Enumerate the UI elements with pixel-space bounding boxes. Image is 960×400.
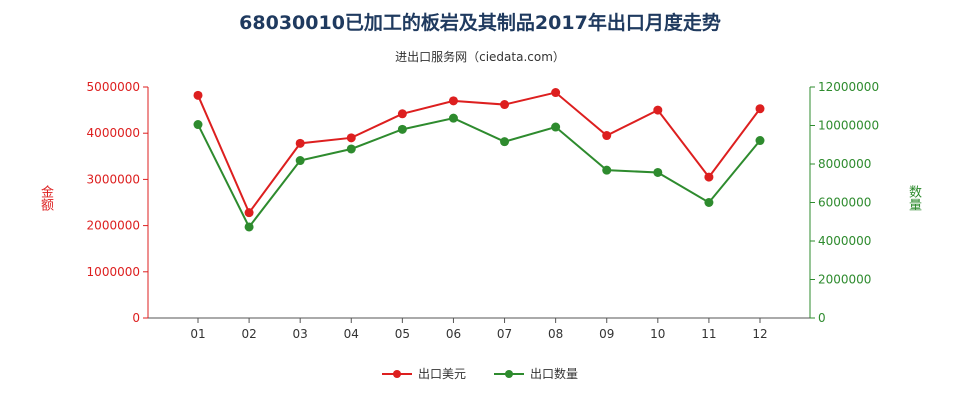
y-right-tick-label: 2000000 xyxy=(818,273,871,287)
y-left-tick-label: 2000000 xyxy=(87,219,140,233)
y-left-tick-label: 0 xyxy=(132,311,140,325)
data-point-export-quantity xyxy=(346,144,356,154)
data-point-export-quantity xyxy=(397,124,407,134)
x-tick-label: 04 xyxy=(344,327,359,341)
x-tick-label: 09 xyxy=(599,327,614,341)
data-point-export-usd xyxy=(448,96,458,106)
data-point-export-usd xyxy=(295,138,305,148)
legend-marker-red xyxy=(381,369,412,378)
legend-item-export-quantity[interactable]: 出口数量 xyxy=(494,365,578,382)
data-point-export-usd xyxy=(551,88,561,98)
data-point-export-quantity xyxy=(500,137,510,147)
y-left-tick-label: 1000000 xyxy=(87,265,140,279)
data-point-export-quantity xyxy=(193,120,203,130)
y-axis-left-label: 金额 xyxy=(38,185,53,211)
data-point-export-usd xyxy=(755,104,765,114)
legend-label-export-quantity: 出口数量 xyxy=(530,367,579,381)
data-point-export-usd xyxy=(346,133,356,143)
chart-subtitle: 进出口服务网（ciedata.com） xyxy=(395,50,565,64)
x-tick-label: 10 xyxy=(650,327,665,341)
y-right-tick-label: 12000000 xyxy=(818,80,879,94)
data-point-export-quantity xyxy=(295,156,305,166)
y-right-tick-label: 0 xyxy=(818,311,826,325)
x-tick-label: 08 xyxy=(548,327,563,341)
y-axis-right-label: 数量 xyxy=(906,185,921,211)
series-line-export-usd xyxy=(197,91,761,215)
data-point-export-usd xyxy=(602,131,612,141)
legend-marker-green xyxy=(494,369,524,378)
x-tick-label: 11 xyxy=(701,327,716,341)
data-point-export-quantity xyxy=(448,113,458,123)
y-right-tick-label: 8000000 xyxy=(818,157,871,171)
data-point-export-usd xyxy=(500,100,510,110)
data-point-export-quantity xyxy=(244,222,254,232)
x-tick-label: 02 xyxy=(241,327,256,341)
data-point-export-usd xyxy=(653,105,663,115)
data-point-export-usd xyxy=(704,172,714,182)
data-point-export-usd xyxy=(244,208,254,218)
x-tick-label: 05 xyxy=(395,327,410,341)
data-point-export-usd xyxy=(193,90,203,100)
y-left-tick-label: 3000000 xyxy=(87,172,140,186)
x-tick-label: 03 xyxy=(293,327,308,341)
y-left-tick-label: 4000000 xyxy=(87,126,140,140)
y-right-tick-label: 4000000 xyxy=(818,234,871,248)
chart-title: 68030010已加工的板岩及其制品2017年出口月度走势 xyxy=(239,12,721,34)
data-point-export-usd xyxy=(397,109,407,119)
data-point-export-quantity xyxy=(551,122,561,132)
y-left-tick-label: 5000000 xyxy=(87,80,140,94)
series-line-export-quantity xyxy=(197,117,761,229)
data-point-export-quantity xyxy=(704,198,714,207)
legend-item-export-usd[interactable]: 出口美元 xyxy=(381,365,466,382)
x-tick-label: 01 xyxy=(190,327,205,341)
legend-label-export-usd: 出口美元 xyxy=(417,367,466,381)
x-tick-label: 07 xyxy=(497,327,512,341)
x-tick-label: 06 xyxy=(446,327,461,341)
x-tick-label: 12 xyxy=(752,327,767,341)
y-right-tick-label: 6000000 xyxy=(818,196,871,210)
y-right-tick-label: 10000000 xyxy=(818,119,879,133)
chart-legend: 出口美元 出口数量 xyxy=(0,365,960,382)
data-point-export-quantity xyxy=(602,165,612,175)
data-point-export-quantity xyxy=(653,167,663,177)
data-point-export-quantity xyxy=(755,136,765,146)
